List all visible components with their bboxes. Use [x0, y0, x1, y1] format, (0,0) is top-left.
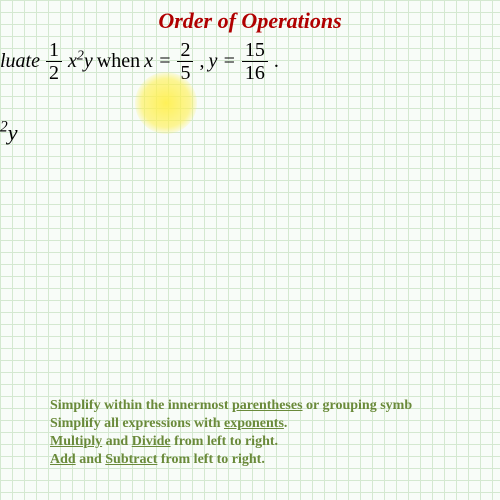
rule-line: Simplify all expressions with exponents. [50, 416, 412, 432]
y-label: y = [208, 50, 235, 73]
x-fraction: 2 5 [177, 40, 193, 83]
y-num: 15 [242, 40, 268, 62]
when-word: when [97, 50, 140, 73]
slide-content: Order of Operations luate 1 2 x2y when x… [0, 0, 500, 500]
coef-den: 2 [49, 62, 59, 83]
problem-statement: luate 1 2 x2y when x = 2 5 , y = 15 16 . [0, 40, 279, 83]
x-label: x = [144, 50, 171, 73]
x-den: 5 [180, 62, 190, 83]
rule-line: Simplify within the innermost parenthese… [50, 398, 412, 414]
period: . [274, 50, 279, 73]
y-fraction: 15 16 [242, 40, 268, 83]
expression: x2y [68, 50, 93, 73]
rules-list: Simplify within the innermost parenthese… [50, 396, 412, 470]
comma: , [199, 50, 204, 73]
problem-prefix: luate [0, 50, 40, 73]
rule-line: Add and Subtract from left to right. [50, 452, 412, 468]
coef-num: 1 [46, 40, 62, 62]
coefficient-fraction: 1 2 [46, 40, 62, 83]
rule-line: Multiply and Divide from left to right. [50, 434, 412, 450]
y-den: 16 [245, 62, 265, 83]
x-num: 2 [177, 40, 193, 62]
page-title: Order of Operations [0, 8, 500, 34]
partial-expression: 2y [0, 120, 17, 146]
